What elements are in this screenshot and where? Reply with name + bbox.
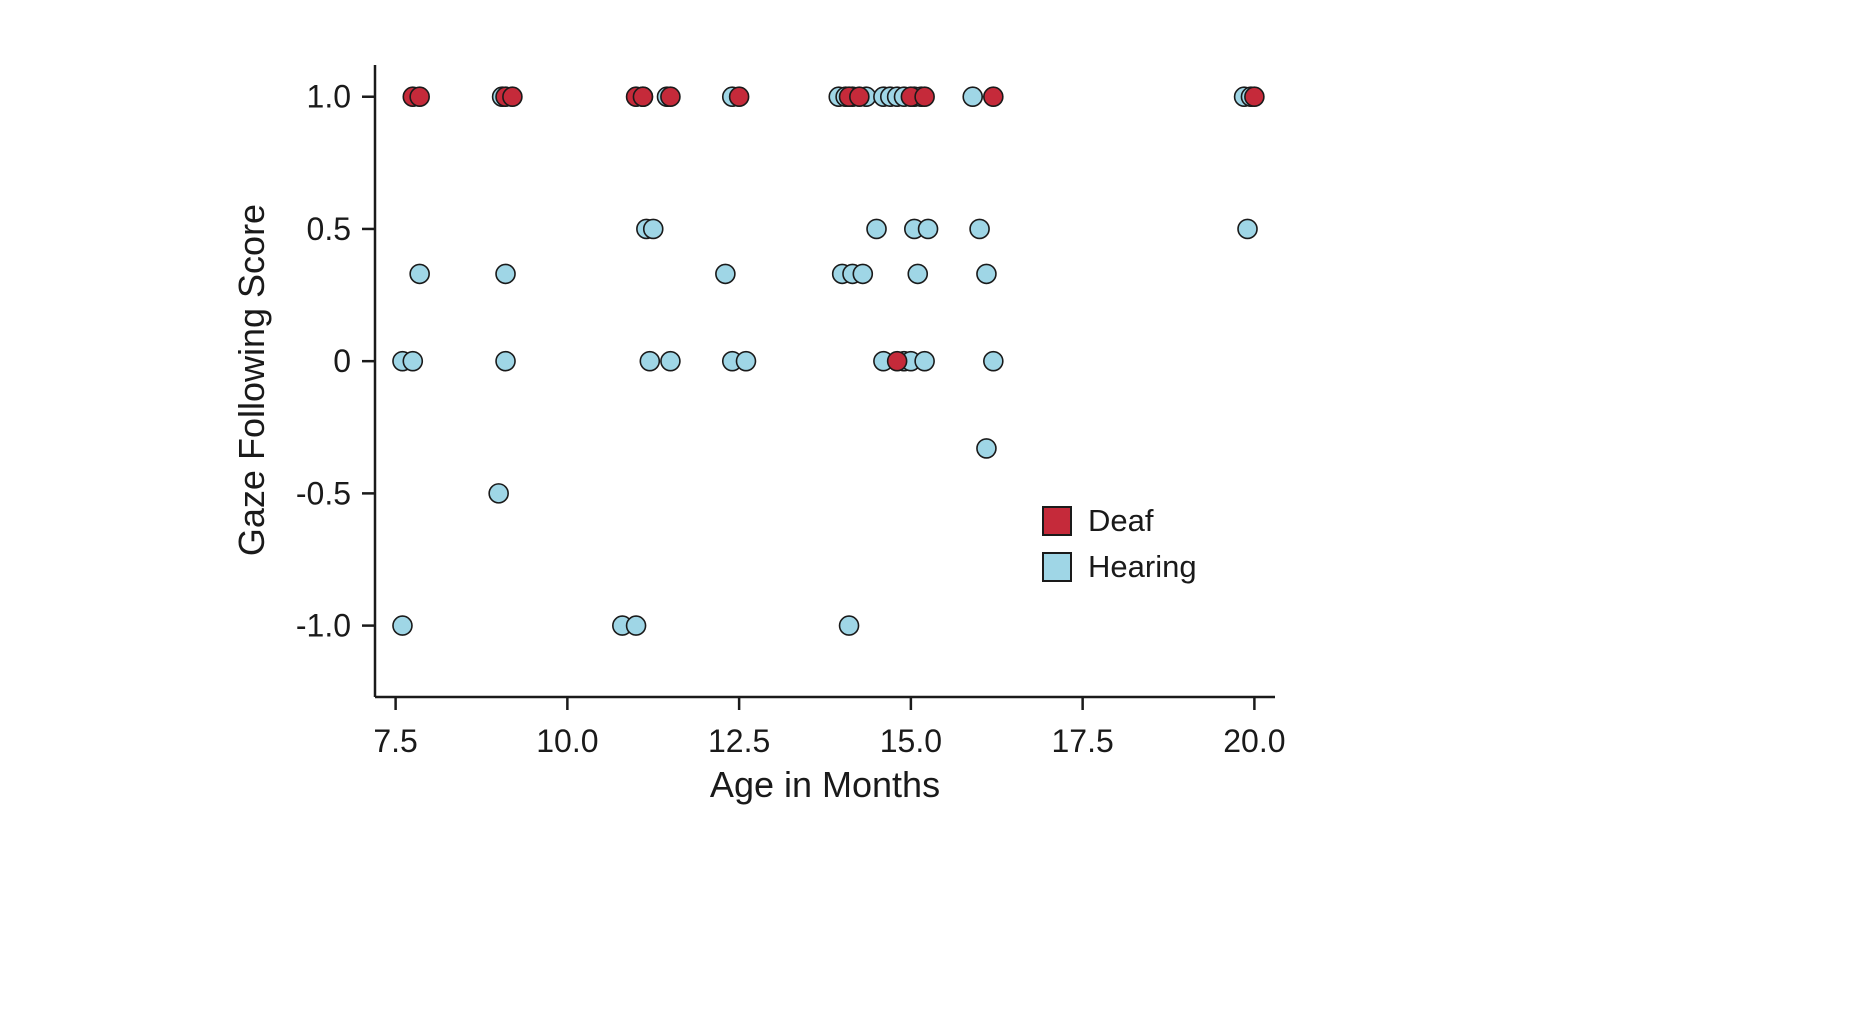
data-point	[660, 350, 681, 372]
y-tick-label: 0	[333, 343, 351, 379]
data-point	[409, 263, 430, 285]
legend-label-hearing: Hearing	[1088, 549, 1197, 584]
data-point	[392, 615, 413, 636]
deaf-swatch-icon	[1042, 506, 1072, 536]
data-point	[735, 350, 757, 372]
data-point	[838, 615, 860, 636]
y-axis-label: Gaze Following Score	[231, 203, 272, 557]
data-point	[642, 218, 664, 240]
y-tick-label: 1.0	[307, 79, 351, 115]
x-tick-label: 17.5	[1051, 723, 1113, 759]
legend-entry-hearing: Hearing	[1042, 549, 1197, 585]
data-point	[849, 86, 870, 108]
data-point	[914, 86, 935, 108]
x-tick-label: 20.0	[1223, 723, 1285, 759]
data-point	[728, 86, 750, 108]
data-point	[866, 218, 887, 240]
legend: Deaf Hearing	[1042, 503, 1197, 585]
data-point	[495, 350, 516, 372]
data-point	[962, 86, 984, 108]
data-point	[976, 263, 997, 285]
x-tick-label: 7.5	[373, 723, 417, 759]
y-tick-label: -0.5	[296, 475, 351, 511]
legend-label-deaf: Deaf	[1088, 503, 1154, 538]
data-point	[625, 615, 647, 636]
data-point	[907, 263, 929, 285]
x-tick-label: 15.0	[880, 723, 942, 759]
data-point	[660, 86, 681, 108]
data-point	[495, 263, 516, 285]
legend-entry-deaf: Deaf	[1042, 503, 1197, 539]
x-axis-label: Age in Months	[709, 764, 941, 805]
data-point	[1237, 218, 1258, 240]
data-point	[639, 350, 661, 372]
data-point	[886, 350, 908, 372]
data-point	[976, 438, 997, 459]
data-point	[917, 218, 939, 240]
data-point	[632, 86, 654, 108]
data-point	[488, 483, 509, 504]
data-point	[983, 86, 1004, 108]
data-point	[402, 350, 424, 372]
data-point	[983, 350, 1004, 372]
y-tick-label: -1.0	[296, 608, 351, 644]
y-tick-label: 0.5	[307, 211, 351, 247]
data-point	[1244, 86, 1265, 108]
data-point	[502, 86, 523, 108]
hearing-swatch-icon	[1042, 552, 1072, 582]
data-point	[409, 86, 430, 108]
x-tick-label: 10.0	[536, 723, 598, 759]
data-point	[715, 263, 736, 285]
data-point	[914, 350, 935, 372]
data-point	[969, 218, 990, 240]
data-point	[852, 263, 874, 285]
x-tick-label: 12.5	[708, 723, 770, 759]
